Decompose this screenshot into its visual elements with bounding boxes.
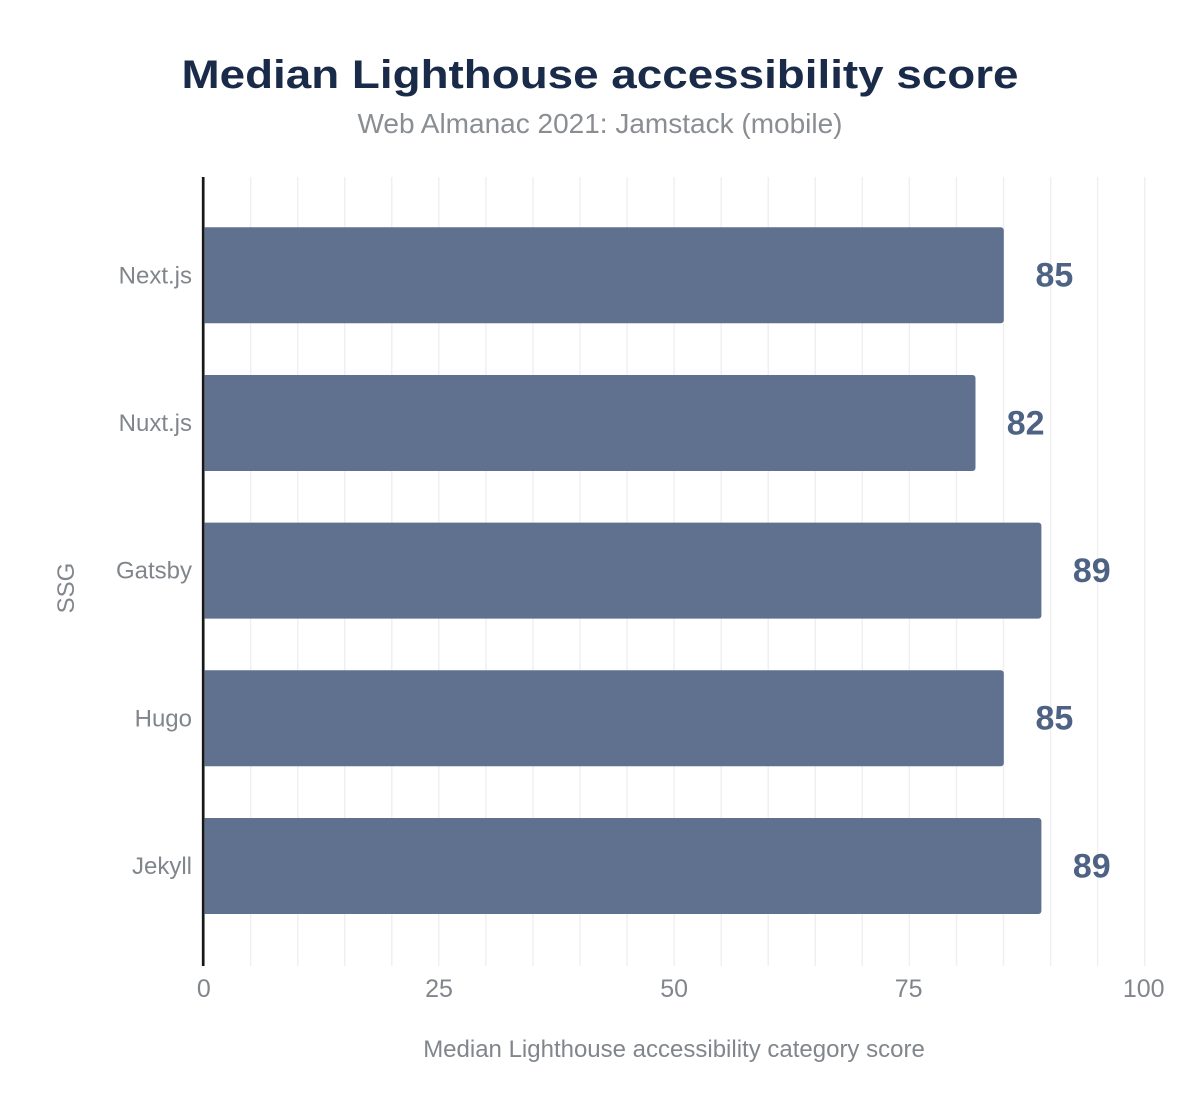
svg-text:Median Lighthouse accessibilit: Median Lighthouse accessibility category… — [423, 1036, 925, 1063]
svg-text:85: 85 — [1036, 257, 1074, 295]
svg-text:25: 25 — [425, 975, 453, 1003]
svg-text:Web Almanac 2021: Jamstack (mo: Web Almanac 2021: Jamstack (mobile) — [357, 108, 842, 139]
svg-text:SSG: SSG — [53, 563, 80, 614]
svg-text:0: 0 — [197, 975, 211, 1003]
svg-text:75: 75 — [895, 975, 923, 1003]
svg-text:Jekyll: Jekyll — [132, 853, 192, 880]
svg-text:Next.js: Next.js — [119, 262, 192, 289]
svg-text:50: 50 — [660, 975, 688, 1003]
svg-text:Gatsby: Gatsby — [116, 558, 192, 585]
svg-text:89: 89 — [1073, 552, 1111, 590]
svg-text:89: 89 — [1073, 847, 1111, 885]
svg-text:100: 100 — [1123, 975, 1165, 1003]
svg-text:82: 82 — [1007, 404, 1045, 442]
svg-text:85: 85 — [1036, 700, 1074, 738]
svg-text:Nuxt.js: Nuxt.js — [119, 410, 192, 437]
svg-text:Hugo: Hugo — [135, 705, 192, 732]
svg-text:Median Lighthouse accessibilit: Median Lighthouse accessibility score — [182, 53, 1019, 97]
